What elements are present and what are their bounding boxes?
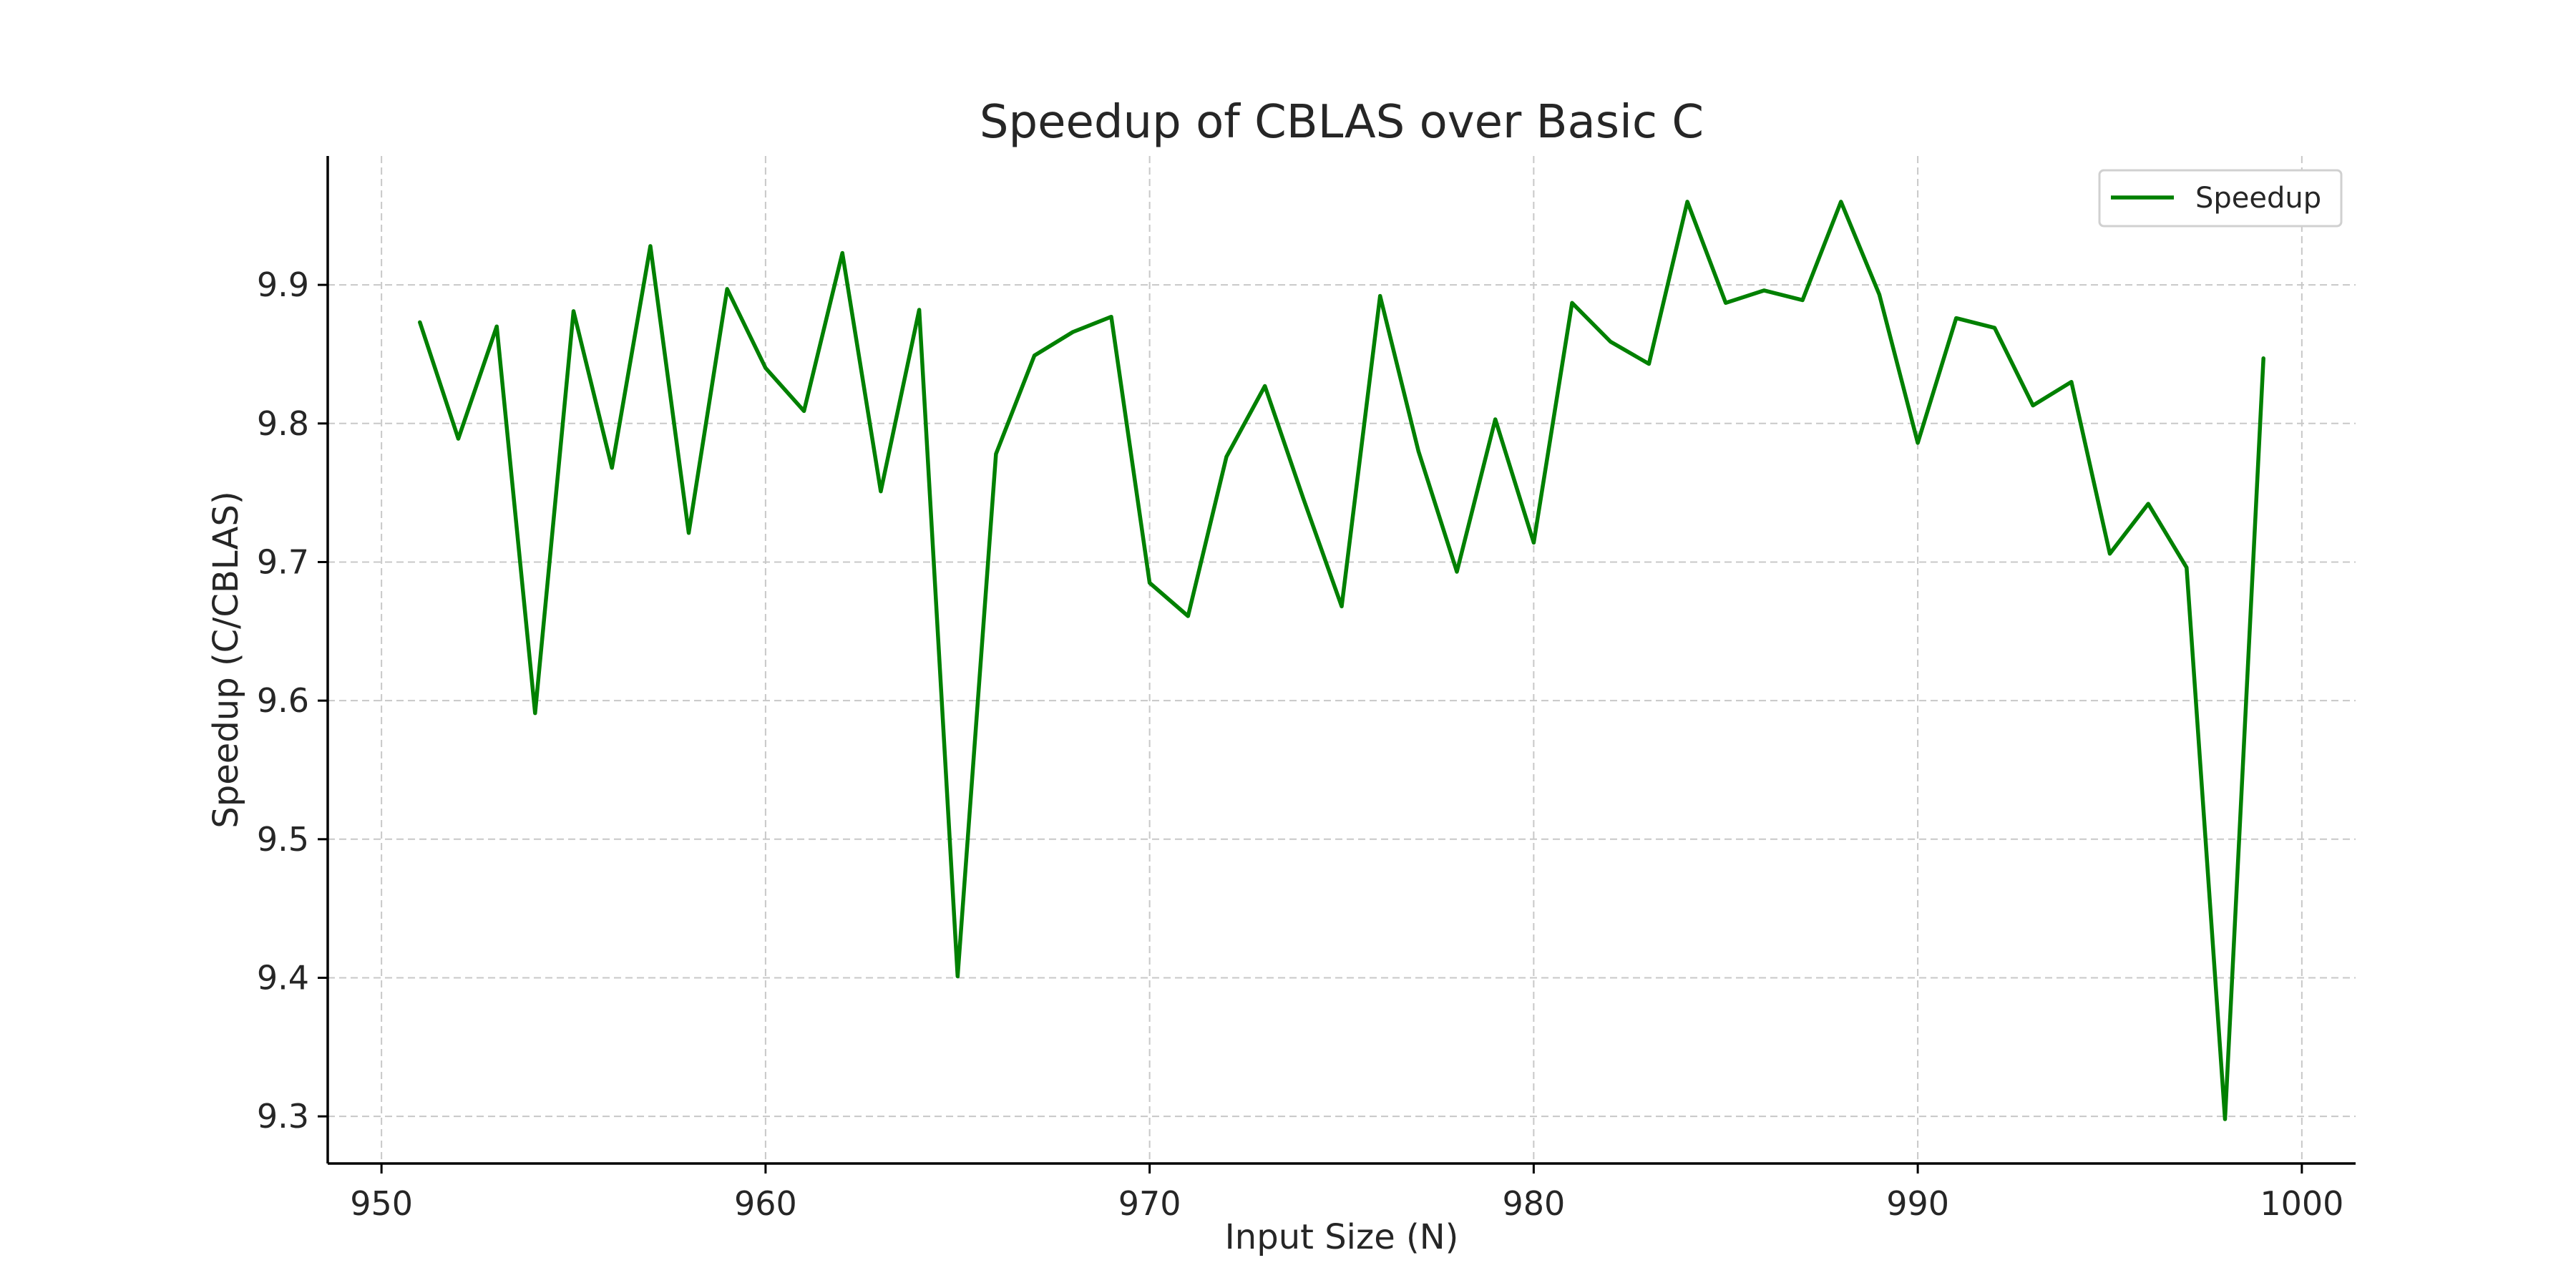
data-point <box>955 975 960 979</box>
data-point <box>1186 614 1190 618</box>
legend-box <box>2098 169 2343 228</box>
data-point <box>456 436 460 441</box>
chart-title: Speedup of CBLAS over Basic C <box>980 96 1704 149</box>
data-point <box>648 244 653 248</box>
series-group <box>418 200 2265 1121</box>
data-point <box>2261 356 2265 361</box>
data-point <box>917 308 922 312</box>
data-point <box>879 489 883 494</box>
data-point <box>1033 353 1037 358</box>
data-point <box>725 287 729 291</box>
x-tick-label: 960 <box>734 1184 797 1223</box>
data-point <box>533 711 537 716</box>
data-point <box>1570 301 1574 305</box>
x-tick-label: 980 <box>1502 1184 1565 1223</box>
x-tick-label: 970 <box>1118 1184 1181 1223</box>
series-line-speedup <box>418 200 2265 1121</box>
data-point <box>1646 362 1651 366</box>
data-point <box>1609 340 1613 344</box>
data-point <box>610 466 614 470</box>
data-point <box>1263 384 1267 388</box>
data-point <box>1301 496 1305 500</box>
data-point <box>1916 441 1920 445</box>
data-point <box>1762 288 1766 293</box>
data-point <box>1378 294 1382 298</box>
data-point <box>1724 301 1728 305</box>
x-tick-label: 990 <box>1886 1184 1949 1223</box>
data-point <box>1877 293 1881 297</box>
legend-label-speedup: Speedup <box>2195 182 2321 215</box>
y-tick-label: 9.8 <box>257 404 309 443</box>
data-point <box>1493 417 1498 421</box>
grid-lines <box>328 156 2356 1163</box>
y-tick-label: 9.5 <box>257 820 309 859</box>
data-point <box>1531 540 1536 545</box>
data-point <box>494 324 499 328</box>
data-point <box>1109 315 1113 319</box>
data-point <box>994 452 998 456</box>
data-point <box>2146 502 2150 506</box>
data-point <box>1685 200 1689 204</box>
data-point <box>1148 581 1152 585</box>
data-point <box>687 531 691 535</box>
data-point <box>2107 552 2112 556</box>
x-axis-label: Input Size (N) <box>1225 1217 1459 1257</box>
y-tick-label: 9.3 <box>257 1097 309 1136</box>
data-point <box>2223 1117 2228 1121</box>
y-tick-label: 9.6 <box>257 681 309 720</box>
ticks: 950 960 970 980 990 1000 9.3 9.4 9.5 9.6 9.7 9.8 9.9 <box>257 265 2344 1223</box>
legend: Speedup <box>2098 169 2343 228</box>
data-point <box>1455 570 1459 574</box>
y-tick-label: 9.9 <box>257 265 309 304</box>
data-point <box>1224 454 1229 459</box>
data-point <box>2031 404 2035 408</box>
data-point <box>1800 298 1805 302</box>
data-point <box>1340 604 1344 608</box>
data-point <box>2069 380 2074 384</box>
data-point <box>1839 200 1843 204</box>
y-axis-label: Speedup (C/CBLAS) <box>206 491 246 828</box>
data-point <box>418 320 422 324</box>
data-point <box>1954 316 1958 321</box>
data-point <box>1992 326 1996 330</box>
data-point <box>840 251 844 255</box>
axes <box>326 156 2356 1165</box>
data-point <box>572 309 576 313</box>
data-point <box>1416 449 1420 454</box>
data-point <box>802 409 806 413</box>
data-point <box>1070 330 1075 334</box>
y-tick-label: 9.7 <box>257 542 309 581</box>
data-point <box>763 366 768 370</box>
data-point <box>2185 565 2189 570</box>
x-tick-label: 950 <box>350 1184 413 1223</box>
x-tick-label: 1000 <box>2260 1184 2343 1223</box>
y-tick-label: 9.4 <box>257 958 309 997</box>
